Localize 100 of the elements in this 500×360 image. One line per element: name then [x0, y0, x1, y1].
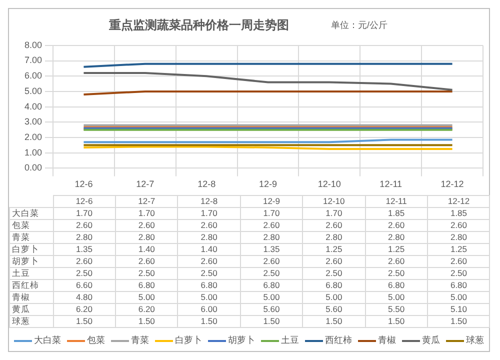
- x-tick-label: 12-9: [258, 179, 278, 190]
- category-label: 12-7: [138, 196, 156, 206]
- text: 包菜: [12, 220, 30, 230]
- data-label: 1.85: [365, 208, 428, 220]
- text: 胡萝卜: [12, 256, 39, 266]
- data-label: 5.60: [240, 304, 303, 316]
- data-label: 2.50: [365, 268, 428, 280]
- data-label: 5.00: [178, 292, 240, 304]
- y-tick-label: 5.00: [24, 86, 42, 96]
- data-label: 5.00: [365, 292, 428, 304]
- y-tick-label: 2.00: [24, 132, 42, 142]
- data-label: 1.70: [53, 208, 116, 220]
- data-label: 2.60: [53, 220, 116, 232]
- data-label: 4.80: [53, 292, 116, 304]
- data-label: 2.80: [240, 232, 303, 244]
- data-label: 1.40: [115, 244, 178, 256]
- text: 土豆: [12, 268, 30, 278]
- x-tick-label: 12-7: [136, 179, 154, 190]
- data-label: 6.80: [365, 280, 428, 292]
- data-label: 1.50: [428, 316, 490, 328]
- data-label: 1.70: [178, 208, 240, 220]
- data-label: 5.00: [302, 292, 366, 304]
- legend-label: 西红柿: [325, 334, 352, 347]
- text: 白萝卜: [12, 244, 39, 254]
- legend-label: 青椒: [378, 334, 396, 347]
- data-label: 2.50: [178, 268, 240, 280]
- data-label: 2.60: [178, 220, 240, 232]
- data-label: 5.00: [428, 292, 490, 304]
- data-label: 1.50: [115, 316, 178, 328]
- legend-label: 青菜: [131, 334, 149, 347]
- data-label: 2.60: [115, 220, 178, 232]
- data-label: 2.50: [302, 268, 366, 280]
- category-label: 12-6: [76, 196, 93, 206]
- data-label: 1.35: [240, 244, 303, 256]
- data-label: 6.20: [53, 304, 116, 316]
- data-label: 1.70: [240, 208, 303, 220]
- data-label: 2.80: [365, 232, 428, 244]
- category-label: 12-11: [386, 196, 407, 206]
- category-label: 12-12: [448, 196, 470, 206]
- category-label: 12-8: [200, 196, 218, 206]
- data-label: 5.00: [115, 292, 178, 304]
- data-label: 2.60: [302, 220, 366, 232]
- data-label: 2.50: [428, 268, 490, 280]
- legend-label: 白萝卜: [175, 334, 202, 347]
- x-tick-label: 12-6: [74, 179, 93, 190]
- data-label: 1.85: [428, 208, 490, 220]
- data-label: 6.20: [115, 304, 178, 316]
- data-label: 5.50: [365, 304, 428, 316]
- x-tick-label: 12-12: [440, 179, 464, 190]
- text: 黄瓜: [12, 304, 30, 314]
- data-label: 1.70: [302, 208, 366, 220]
- data-label: 2.50: [115, 268, 178, 280]
- data-label: 2.60: [240, 256, 303, 268]
- data-label: 1.50: [178, 316, 240, 328]
- data-label: 5.10: [428, 304, 490, 316]
- text: 西红柿: [12, 280, 39, 290]
- data-label: 2.60: [53, 256, 116, 268]
- data-label: 2.60: [365, 256, 428, 268]
- data-label: 1.70: [115, 208, 178, 220]
- legend-label: 球葱: [466, 334, 484, 347]
- data-label: 2.50: [53, 268, 116, 280]
- data-label: 2.80: [428, 232, 490, 244]
- data-label: 6.80: [115, 280, 178, 292]
- data-label: 2.60: [428, 256, 490, 268]
- text: 大白菜: [12, 208, 39, 218]
- y-tick-label: 7.00: [24, 55, 42, 66]
- data-label: 1.50: [53, 316, 116, 328]
- data-label: 6.60: [53, 280, 116, 292]
- data-label: 2.80: [302, 232, 366, 244]
- legend-label: 大白菜: [34, 334, 61, 347]
- text: 青椒: [12, 292, 30, 302]
- y-tick-label: 4.00: [24, 101, 42, 112]
- data-label: 1.50: [240, 316, 303, 328]
- data-label: 5.60: [302, 304, 366, 316]
- x-tick-label: 12-10: [318, 179, 341, 190]
- category-label: 12-10: [323, 196, 345, 206]
- y-tick-label: 0.00: [24, 162, 42, 173]
- chart-title: 重点监测蔬菜品种价格一周走势图: [109, 17, 289, 34]
- text: 球葱: [12, 316, 30, 326]
- y-tick-label: 6.00: [24, 70, 42, 81]
- legend-label: 土豆: [281, 334, 299, 347]
- data-label: 1.25: [302, 244, 366, 256]
- data-label: 2.80: [178, 232, 240, 244]
- x-tick-label: 12-8: [198, 179, 216, 190]
- data-label: 2.60: [365, 220, 428, 232]
- data-label: 6.80: [178, 280, 240, 292]
- data-label: 5.00: [240, 292, 303, 304]
- data-label: 2.60: [115, 256, 178, 268]
- legend-label: 黄瓜: [422, 334, 440, 347]
- y-tick-label: 1.00: [24, 147, 42, 158]
- legend-label: 包菜: [87, 334, 105, 347]
- data-label: 2.50: [240, 268, 303, 280]
- data-label: 1.35: [53, 244, 116, 256]
- data-label: 2.60: [302, 256, 366, 268]
- x-tick-label: 12-11: [380, 179, 402, 190]
- data-label: 1.25: [428, 244, 490, 256]
- legend-label: 胡萝卜: [228, 334, 255, 347]
- data-label: 2.80: [53, 232, 116, 244]
- data-label: 1.25: [365, 244, 428, 256]
- text: 青菜: [12, 232, 30, 242]
